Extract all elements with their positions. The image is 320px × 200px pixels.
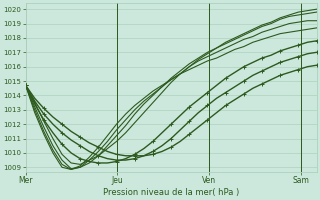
X-axis label: Pression niveau de la mer( hPa ): Pression niveau de la mer( hPa ) <box>103 188 239 197</box>
